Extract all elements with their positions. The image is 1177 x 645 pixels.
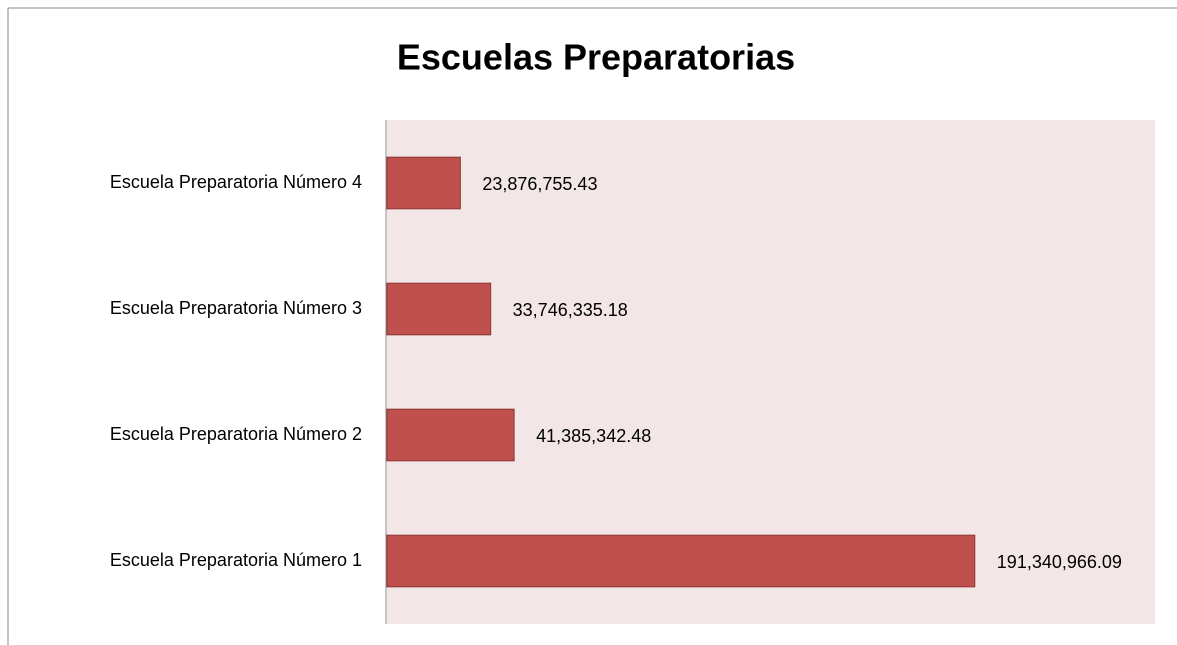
category-label: Escuela Preparatoria Número 1 — [110, 550, 362, 570]
data-label: 41,385,342.48 — [536, 426, 651, 446]
bar — [386, 408, 515, 462]
category-label: Escuela Preparatoria Número 3 — [110, 298, 362, 318]
data-label: 33,746,335.18 — [513, 300, 628, 320]
data-label: 191,340,966.09 — [997, 552, 1122, 572]
category-label: Escuela Preparatoria Número 4 — [110, 172, 362, 192]
bar — [386, 156, 461, 210]
bar — [386, 534, 976, 588]
chart-title: Escuelas Preparatorias — [397, 37, 795, 78]
bar — [386, 282, 492, 336]
data-label: 23,876,755.43 — [482, 174, 597, 194]
category-label: Escuela Preparatoria Número 2 — [110, 424, 362, 444]
